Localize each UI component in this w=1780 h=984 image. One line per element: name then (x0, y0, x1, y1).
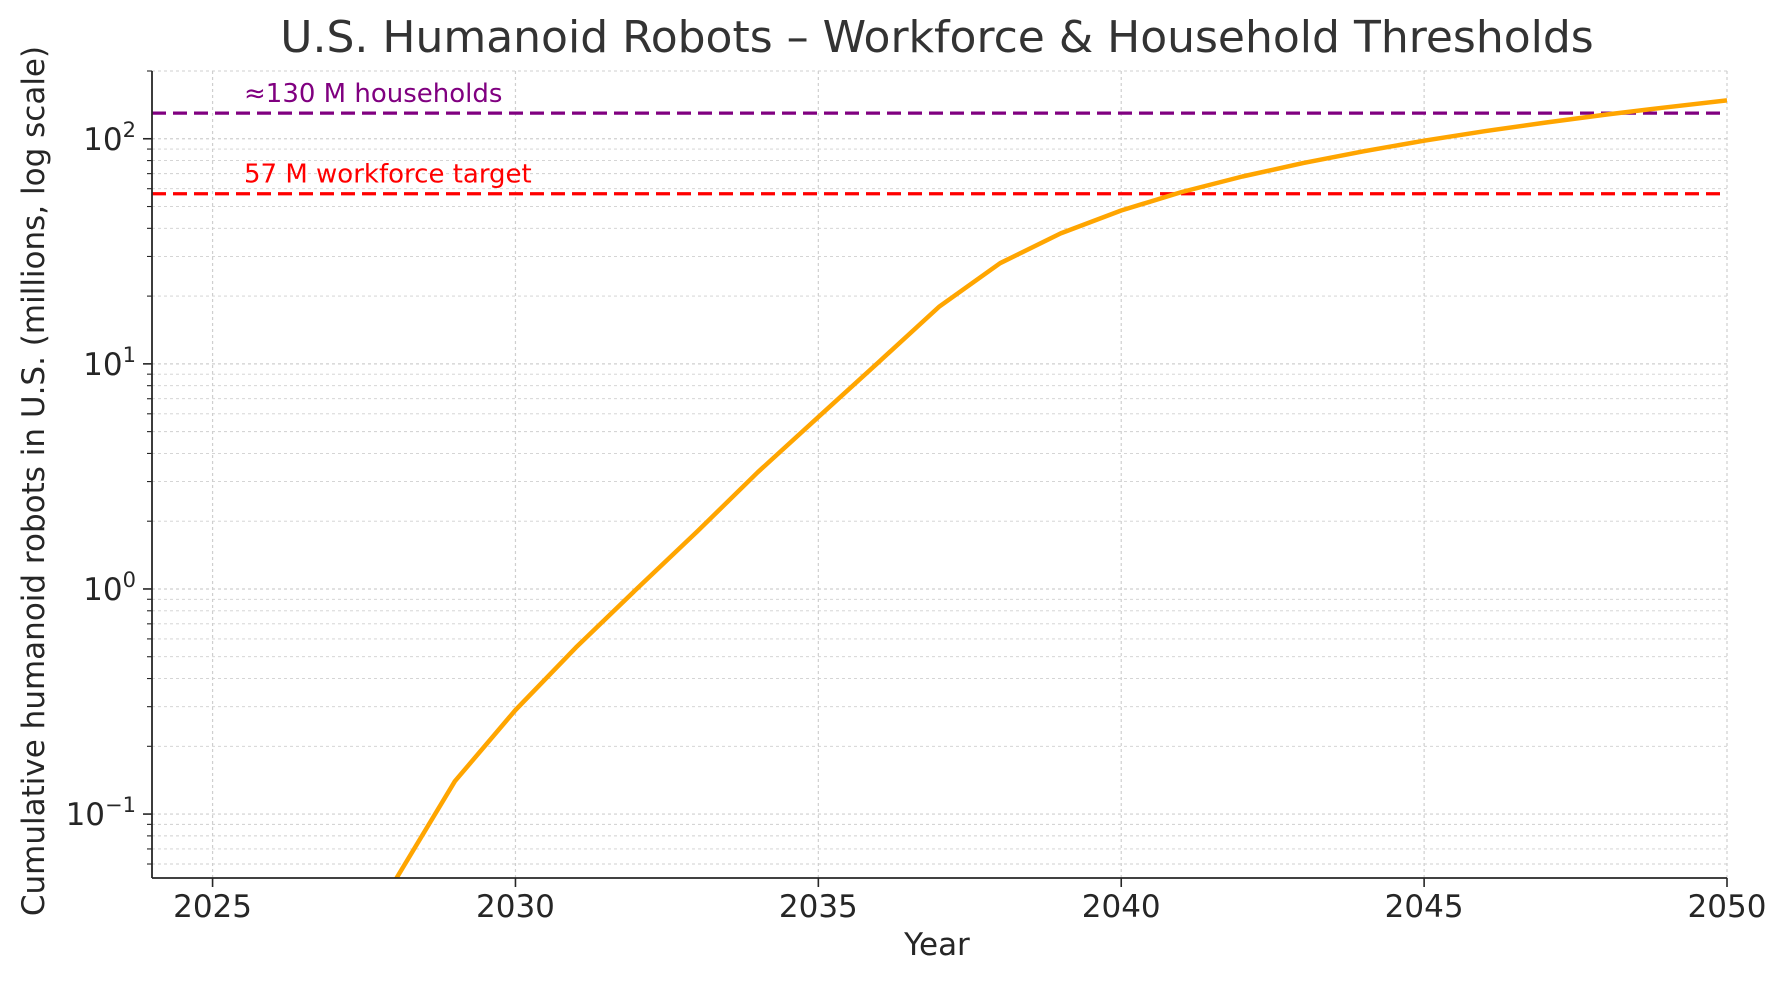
x-tick-label: 2040 (1082, 889, 1161, 925)
x-tick-label: 2050 (1688, 889, 1767, 925)
reference-line-label: ≈130 M households (244, 79, 502, 109)
y-tick-label: 100 (83, 568, 136, 608)
reference-lines: ≈130 M households 57 M workforce target (152, 79, 1727, 194)
ticks-layer: 2025 2030 2035 2040 2045 2050 10−1 100 101 102 (66, 71, 1767, 925)
series-line (394, 100, 1727, 881)
series-layer (394, 100, 1727, 881)
axes-layer (152, 71, 1727, 878)
x-tick-label: 2030 (476, 889, 555, 925)
y-axis-label: Cumulative humanoid robots in U.S. (mill… (16, 46, 52, 916)
x-tick-label: 2045 (1385, 889, 1464, 925)
y-tick-label: 10−1 (66, 793, 136, 833)
x-axis-label: Year (903, 927, 970, 963)
x-tick-label: 2025 (173, 889, 252, 925)
reference-line-label: 57 M workforce target (244, 160, 532, 190)
x-tick-label: 2035 (779, 889, 858, 925)
y-tick-label: 102 (83, 118, 136, 158)
y-tick-label: 101 (83, 343, 136, 383)
grid-layer (152, 71, 1727, 878)
chart-title: U.S. Humanoid Robots – Workforce & House… (280, 12, 1593, 63)
